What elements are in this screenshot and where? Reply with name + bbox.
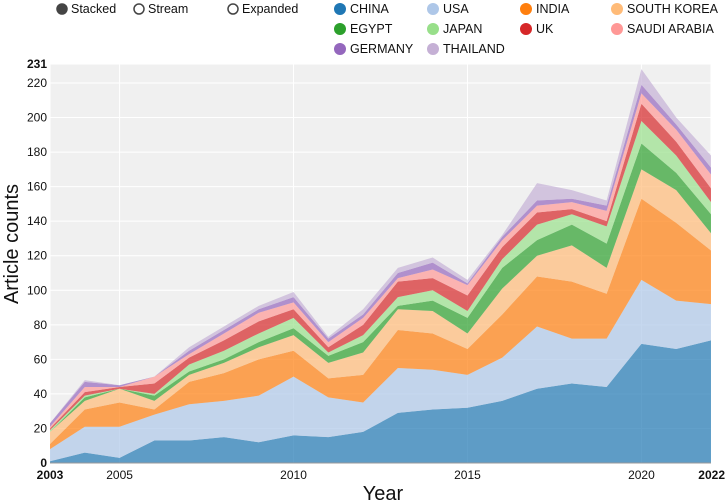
legend: CHINA USA INDIA SOUTH KOREA EGYPT JAPAN UK SAUD…: [334, 2, 719, 56]
legend-swatch: [520, 23, 532, 35]
y-tick-label: 0: [40, 456, 47, 470]
legend-swatch: [611, 3, 623, 15]
x-tick-label: 2015: [454, 468, 481, 482]
legend-label: SAUDI ARABIA: [627, 22, 714, 36]
legend-swatch: [334, 23, 346, 35]
x-axis-title: Year: [363, 483, 404, 504]
legend-item-uk[interactable]: UK: [520, 22, 554, 36]
legend-swatch: [520, 3, 532, 15]
y-tick-label: 200: [27, 111, 47, 125]
legend-item-thailand[interactable]: THAILAND: [427, 42, 505, 56]
area-usa[interactable]: [50, 279, 711, 462]
x-tick-label: 2010: [280, 468, 307, 482]
radio-icon[interactable]: [56, 3, 68, 15]
legend-label: EGYPT: [350, 22, 393, 36]
area-thailand[interactable]: [50, 69, 711, 424]
radio-icon[interactable]: [227, 3, 239, 15]
legend-item-south-korea[interactable]: SOUTH KOREA: [611, 2, 719, 16]
y-tick-label: 100: [27, 283, 47, 297]
x-tick-label: 2005: [106, 468, 133, 482]
y-tick-label: 231: [27, 57, 47, 71]
legend-item-egypt[interactable]: EGYPT: [334, 22, 393, 36]
legend-swatch: [427, 23, 439, 35]
y-tick-label: 60: [34, 352, 48, 366]
y-tick-label: 160: [27, 180, 47, 194]
legend-item-usa[interactable]: USA: [427, 2, 469, 16]
y-tick-label: 40: [34, 387, 48, 401]
mode-label: Expanded: [242, 2, 298, 16]
legend-swatch: [611, 23, 623, 35]
legend-label: USA: [443, 2, 469, 16]
area-series: [50, 69, 711, 463]
legend-swatch: [427, 43, 439, 55]
legend-item-saudi-arabia[interactable]: SAUDI ARABIA: [611, 22, 714, 36]
legend-label: UK: [536, 22, 554, 36]
mode-option-expanded[interactable]: Expanded: [227, 2, 298, 16]
mode-option-stream[interactable]: Stream: [133, 2, 188, 16]
y-tick-label: 140: [27, 214, 47, 228]
x-tick-label: 2003: [37, 468, 64, 482]
area-india[interactable]: [50, 198, 711, 450]
legend-label: JAPAN: [443, 22, 482, 36]
area-china[interactable]: [50, 340, 711, 463]
y-axis-ticks: 0 20 40 60 80 100 120 140 160 180 200 220 231: [27, 57, 47, 470]
y-tick-label: 20: [34, 421, 48, 435]
legend-swatch: [334, 3, 346, 15]
x-tick-label: 2020: [628, 468, 655, 482]
legend-item-germany[interactable]: GERMANY: [334, 42, 414, 56]
legend-item-japan[interactable]: JAPAN: [427, 22, 482, 36]
y-tick-label: 120: [27, 249, 47, 263]
area-saudi-arabia[interactable]: [50, 93, 711, 429]
legend-swatch: [427, 3, 439, 15]
radio-icon[interactable]: [133, 3, 145, 15]
legend-swatch: [334, 43, 346, 55]
y-tick-label: 80: [34, 318, 48, 332]
y-tick-label: 180: [27, 145, 47, 159]
x-tick-label: 2022: [698, 468, 725, 482]
area-south-korea[interactable]: [50, 169, 711, 445]
mode-label: Stream: [148, 2, 188, 16]
mode-label: Stacked: [71, 2, 116, 16]
legend-item-india[interactable]: INDIA: [520, 2, 570, 16]
legend-label: GERMANY: [350, 42, 414, 56]
mode-option-stacked[interactable]: Stacked: [56, 2, 116, 16]
legend-label: SOUTH KOREA: [627, 2, 719, 16]
legend-label: INDIA: [536, 2, 570, 16]
area-uk[interactable]: [50, 103, 711, 431]
y-axis-title: Article counts: [1, 184, 23, 304]
y-tick-label: 220: [27, 76, 47, 90]
legend-label: THAILAND: [443, 42, 505, 56]
chart-mode-controls: Stacked Stream Expanded: [56, 2, 298, 16]
legend-label: CHINA: [350, 2, 390, 16]
legend-item-china[interactable]: CHINA: [334, 2, 390, 16]
x-axis-ticks: 2003 2005 2010 2015 2020 2022: [37, 468, 726, 482]
